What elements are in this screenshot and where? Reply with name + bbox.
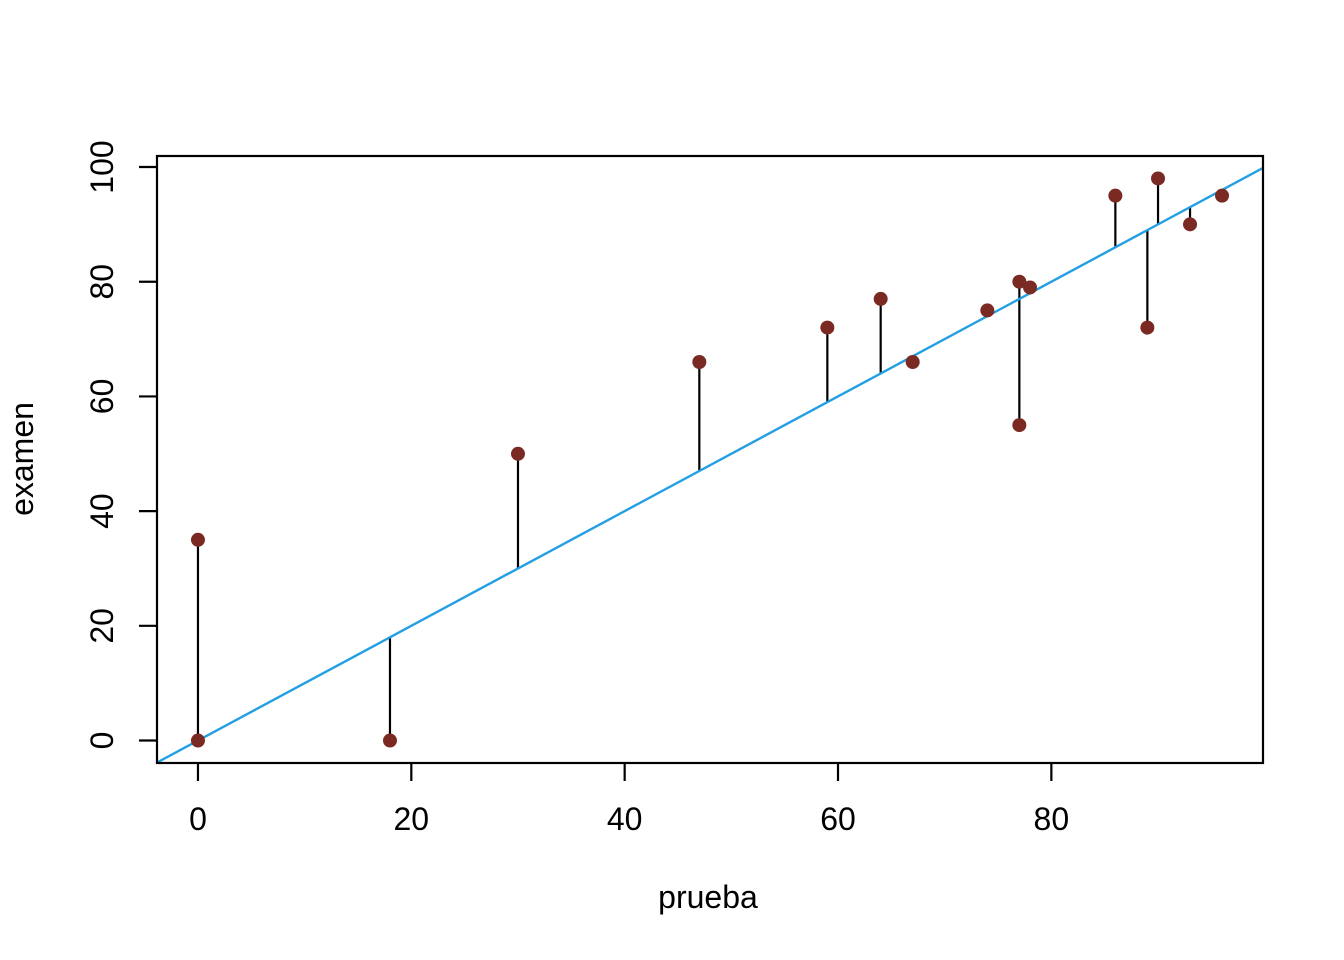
data-point: [1012, 418, 1027, 433]
data-point: [692, 355, 707, 370]
y-tick-label: 80: [84, 264, 120, 300]
data-point: [1012, 274, 1027, 289]
identity-line: [155, 166, 1265, 764]
data-point: [190, 532, 205, 547]
y-tick-label: 60: [84, 379, 120, 415]
data-point: [1151, 171, 1166, 186]
data-point: [190, 733, 205, 748]
data-point: [382, 733, 397, 748]
y-tick-label: 20: [84, 608, 120, 644]
data-point: [1215, 188, 1230, 203]
x-tick-label: 0: [189, 801, 207, 837]
data-point: [820, 320, 835, 335]
y-tick-label: 100: [84, 140, 120, 193]
residual-segments: [196, 178, 1224, 741]
data-point: [1023, 280, 1038, 295]
data-points: [190, 171, 1230, 748]
data-point: [510, 446, 525, 461]
data-point: [1183, 217, 1198, 232]
y-axis-title: examen: [4, 402, 40, 516]
x-axis: 0 20 40 60 80: [189, 763, 1069, 837]
plot-box: [155, 154, 1265, 765]
x-axis-title: prueba: [658, 879, 758, 915]
data-point: [905, 355, 920, 370]
y-tick-label: 40: [84, 493, 120, 529]
data-point: [1108, 188, 1123, 203]
y-tick-label: 0: [84, 732, 120, 750]
x-tick-label: 60: [820, 801, 856, 837]
y-axis: 0 20 40 60 80 100: [84, 140, 157, 749]
x-tick-label: 40: [607, 801, 643, 837]
data-point: [980, 303, 995, 318]
x-tick-label: 20: [394, 801, 430, 837]
x-tick-label: 80: [1034, 801, 1070, 837]
data-point: [873, 291, 888, 306]
data-point: [1140, 320, 1155, 335]
